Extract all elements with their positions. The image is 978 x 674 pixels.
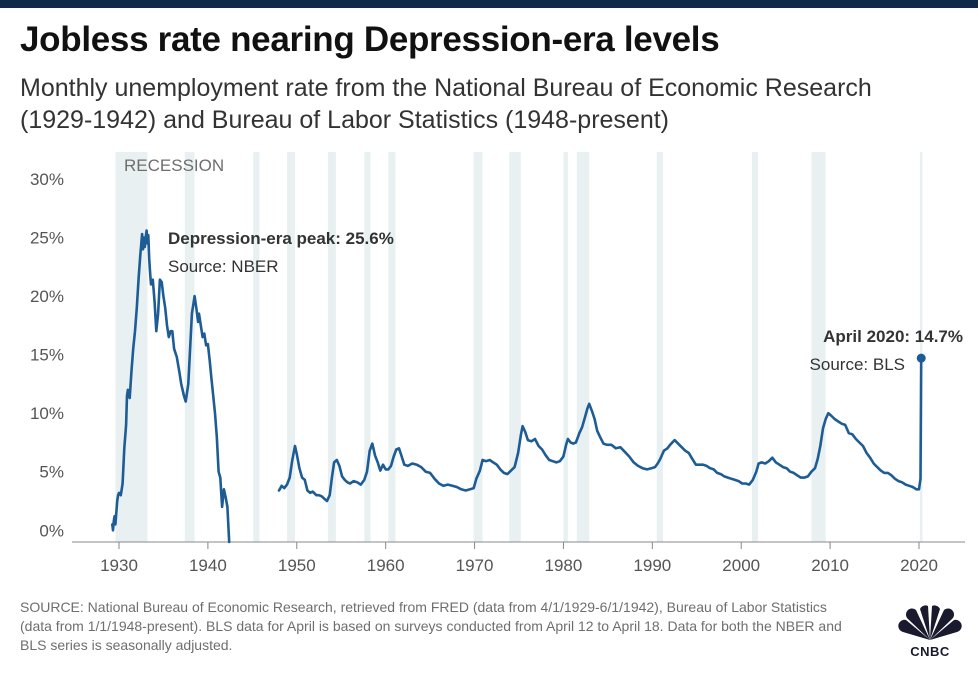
- y-tick-label-6: 30%: [30, 170, 64, 189]
- y-axis-ticks: 0% 5% 10% 15% 20% 25% 30%: [30, 170, 64, 540]
- y-tick-label-0: 0%: [39, 521, 64, 540]
- peak-annotation-source: Source: NBER: [168, 257, 279, 276]
- y-tick-label-4: 20%: [30, 287, 64, 306]
- recession-band-13: [811, 152, 826, 542]
- x-tick-label-4: 1970: [456, 556, 494, 575]
- x-tick-label-5: 1980: [545, 556, 583, 575]
- april-2020-annotation-label: April 2020: 14.7%: [823, 327, 963, 346]
- recession-band-12: [751, 152, 759, 542]
- recession-band-11: [656, 152, 663, 542]
- recession-band-14: [919, 152, 923, 542]
- x-tick-label-2: 1950: [278, 556, 316, 575]
- x-tick-label-9: 2020: [900, 556, 938, 575]
- recession-band-7: [473, 152, 483, 542]
- peak-annotation-label: Depression-era peak: 25.6%: [168, 229, 394, 248]
- recession-band-10: [576, 152, 590, 542]
- recession-label: RECESSION: [124, 156, 224, 175]
- series-lines: [111, 229, 923, 544]
- chart-subtitle: Monthly unemployment rate from the Natio…: [20, 74, 872, 134]
- april-2020-marker: [916, 353, 926, 363]
- recession-band-5: [364, 152, 371, 542]
- y-tick-label-5: 25%: [30, 229, 64, 248]
- x-tick-label-3: 1960: [367, 556, 405, 575]
- top-bar: [0, 0, 978, 8]
- x-tick-label-7: 2000: [722, 556, 760, 575]
- y-tick-label-1: 5%: [39, 463, 64, 482]
- x-tick-label-1: 1940: [189, 556, 227, 575]
- recession-bands: [115, 152, 923, 542]
- chart-title: Jobless rate nearing Depression-era leve…: [20, 20, 720, 59]
- x-tick-label-0: 1930: [100, 556, 138, 575]
- series-line-0: [111, 229, 231, 544]
- recession-band-2: [253, 152, 260, 542]
- y-tick-label-3: 15%: [30, 346, 64, 365]
- recession-band-0: [115, 152, 148, 542]
- annotations: Depression-era peak: 25.6% Source: NBER Ap…: [168, 229, 963, 374]
- april-2020-annotation-source: Source: BLS: [810, 355, 905, 374]
- recession-band-4: [327, 152, 336, 542]
- cnbc-logo: CNBC: [898, 604, 962, 659]
- source-note: SOURCE: National Bureau of Economic Rese…: [20, 599, 842, 653]
- unemployment-chart: RECESSION 0%5%10%15%20%25%30% 1930 1940 19…: [30, 152, 965, 575]
- y-tick-label-2: 10%: [30, 404, 64, 423]
- x-axis-ticks: 1930 1940 1950 1960 1970 1980 1990 2000 2010 2020: [100, 542, 938, 575]
- recession-band-9: [563, 152, 568, 542]
- x-tick-label-8: 2010: [811, 556, 849, 575]
- x-tick-label-6: 1990: [633, 556, 671, 575]
- recession-band-3: [287, 152, 295, 542]
- recession-band-6: [388, 152, 396, 542]
- peacock-icon: [898, 605, 962, 640]
- series-line-1: [277, 356, 923, 503]
- recession-band-8: [509, 152, 521, 542]
- logo-text: CNBC: [910, 644, 950, 659]
